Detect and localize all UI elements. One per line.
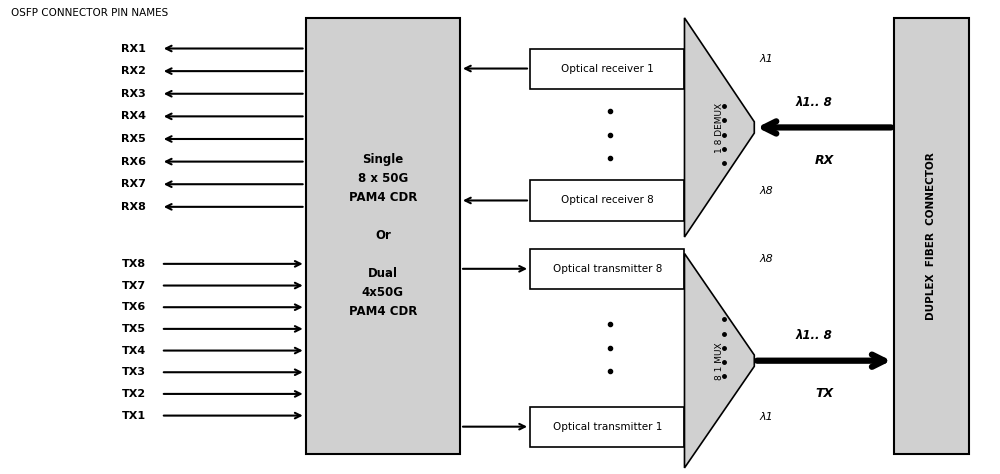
Text: λ1.. 8: λ1.. 8 (796, 329, 832, 342)
Text: λ1: λ1 (759, 54, 773, 64)
Text: RX1: RX1 (121, 44, 146, 54)
Text: TX: TX (815, 387, 833, 400)
Text: λ1: λ1 (759, 412, 773, 422)
Text: 8 1 MUX: 8 1 MUX (715, 342, 724, 380)
Text: RX3: RX3 (121, 89, 146, 99)
Text: TX7: TX7 (122, 281, 146, 291)
Text: TX2: TX2 (122, 389, 146, 399)
FancyBboxPatch shape (306, 18, 460, 454)
Text: λ8: λ8 (759, 254, 773, 264)
Text: OSFP CONNECTOR PIN NAMES: OSFP CONNECTOR PIN NAMES (11, 9, 169, 18)
FancyBboxPatch shape (530, 249, 684, 289)
Polygon shape (684, 18, 754, 237)
FancyBboxPatch shape (530, 48, 684, 89)
Text: Optical receiver 8: Optical receiver 8 (561, 195, 654, 206)
FancyBboxPatch shape (894, 18, 969, 454)
Text: Single
8 x 50G
PAM4 CDR

Or

Dual
4x50G
PAM4 CDR: Single 8 x 50G PAM4 CDR Or Dual 4x50G PA… (349, 153, 417, 319)
FancyBboxPatch shape (530, 181, 684, 220)
Text: DUPLEX  FIBER  CONNECTOR: DUPLEX FIBER CONNECTOR (926, 152, 936, 319)
Text: Optical transmitter 1: Optical transmitter 1 (553, 422, 662, 432)
Text: RX5: RX5 (121, 134, 146, 144)
Polygon shape (684, 254, 754, 468)
FancyBboxPatch shape (530, 407, 684, 447)
Text: Optical receiver 1: Optical receiver 1 (561, 64, 654, 73)
Text: RX8: RX8 (121, 202, 146, 212)
Text: TX6: TX6 (122, 302, 146, 312)
Text: TX5: TX5 (122, 324, 146, 334)
Text: RX6: RX6 (121, 156, 146, 166)
Text: λ8: λ8 (759, 186, 773, 196)
Text: RX: RX (814, 154, 834, 167)
Text: λ1.. 8: λ1.. 8 (796, 96, 832, 109)
Text: RX2: RX2 (121, 66, 146, 76)
Text: TX4: TX4 (122, 346, 146, 356)
Text: RX7: RX7 (121, 179, 146, 189)
Text: RX4: RX4 (121, 111, 146, 121)
Text: Optical transmitter 8: Optical transmitter 8 (553, 264, 662, 274)
Text: TX8: TX8 (122, 259, 146, 269)
Text: TX1: TX1 (122, 410, 146, 420)
Text: TX3: TX3 (122, 367, 146, 377)
Text: 1 8 DEMUX: 1 8 DEMUX (715, 102, 724, 153)
